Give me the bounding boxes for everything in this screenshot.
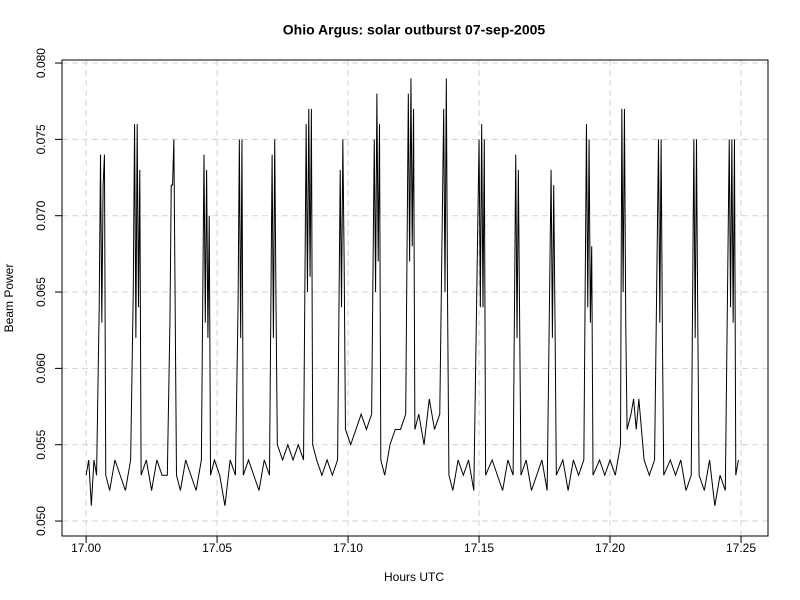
data-line — [85, 78, 739, 506]
x-axis-label: Hours UTC — [384, 570, 444, 584]
x-tick-label: 17.05 — [202, 541, 232, 555]
y-tick-label: 0.055 — [34, 429, 48, 459]
x-tick-label: 17.20 — [595, 541, 625, 555]
x-tick-label: 17.00 — [71, 541, 101, 555]
y-tick-label: 0.060 — [34, 353, 48, 383]
chart-title: Ohio Argus: solar outburst 07-sep-2005 — [283, 22, 546, 38]
y-tick-label: 0.080 — [34, 48, 48, 78]
y-axis-label: Beam Power — [2, 264, 16, 333]
y-tick-label: 0.050 — [34, 506, 48, 536]
x-tick-label: 17.25 — [726, 541, 756, 555]
x-tick-label: 17.15 — [464, 541, 494, 555]
y-tick-label: 0.075 — [34, 124, 48, 154]
x-tick-label: 17.10 — [333, 541, 363, 555]
y-tick-label: 0.065 — [34, 277, 48, 307]
y-tick-label: 0.070 — [34, 200, 48, 230]
